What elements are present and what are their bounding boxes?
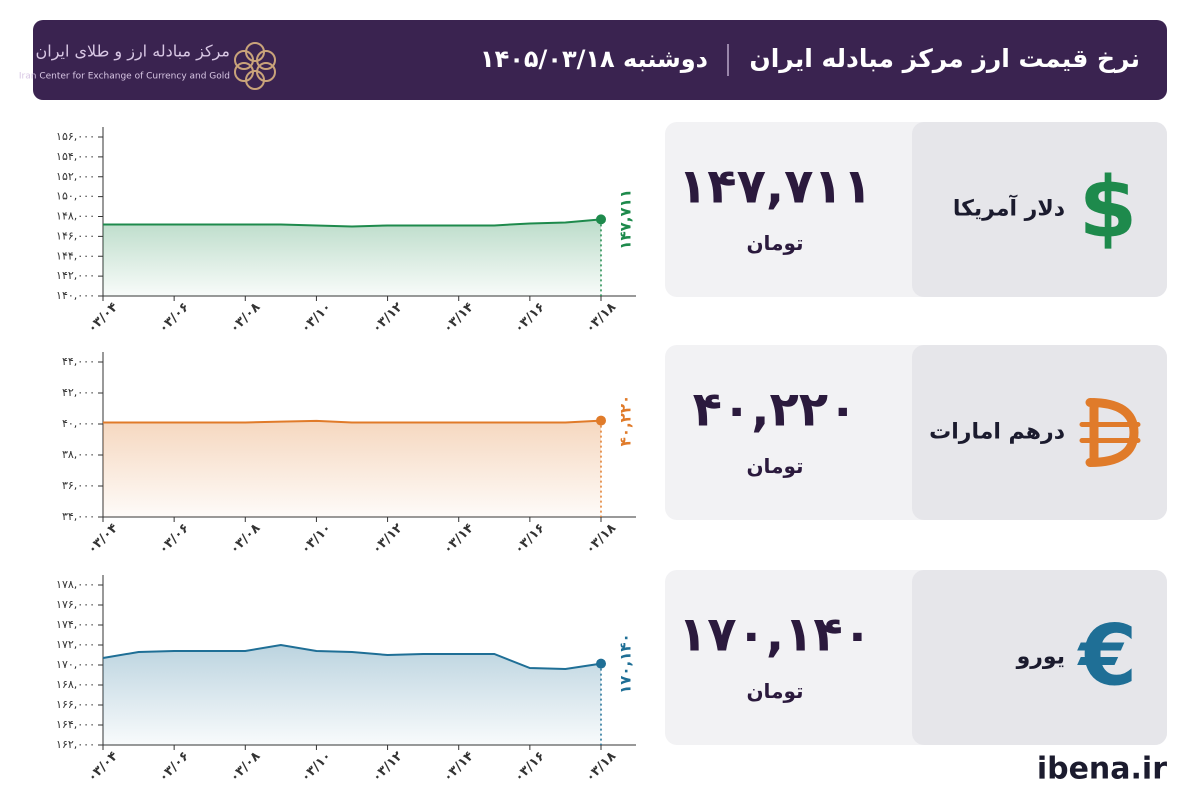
area: [103, 645, 601, 745]
y-tick-label: ۱۵۶,۰۰۰: [56, 130, 95, 143]
y-tick-label: ۳۶,۰۰۰: [62, 479, 95, 492]
x-tick-label: ۰۳/۰۶: [156, 521, 192, 557]
x-tick-label: ۰۳/۱۲: [369, 521, 405, 557]
area: [103, 219, 601, 296]
y-tick-label: ۱۴۰,۰۰۰: [56, 289, 95, 302]
unit: تومان: [746, 679, 803, 703]
y-tick-label: ۴۴,۰۰۰: [62, 355, 95, 368]
logo-icon: [234, 42, 276, 90]
end-point: [596, 214, 606, 225]
y-tick-label: ۱۶۶,۰۰۰: [56, 698, 95, 711]
line: [103, 419, 602, 424]
y-tick-label: ۱۶۲,۰۰۰: [56, 738, 95, 751]
x-tick-label: ۰۳/۰۶: [156, 749, 192, 785]
price: ۱۷۰,۱۴۰: [678, 607, 872, 663]
x-tick-label: ۰۳/۱۰: [298, 749, 334, 785]
y-tick-label: ۱۴۸,۰۰۰: [56, 210, 95, 223]
y-tick-label: ۱۷۲,۰۰۰: [56, 638, 95, 651]
x-tick-label: ۰۳/۰۴: [85, 749, 121, 785]
name-panel: [912, 570, 1167, 745]
unit: تومان: [746, 454, 803, 478]
currency-icon: [1079, 398, 1141, 467]
x-tick-label: ۰۳/۰۴: [85, 300, 121, 336]
y-tick-label: ۱۷۰,۰۰۰: [56, 658, 95, 671]
y-tick-label: ۱۴۲,۰۰۰: [56, 269, 95, 282]
x-tick-label: ۰۳/۱۲: [369, 300, 405, 336]
logo-subtitle: Iran Center for Exchange of Currency and…: [19, 72, 230, 82]
x-tick-label: ۰۳/۱۰: [298, 521, 334, 557]
x-tick-label: ۰۳/۰۸: [227, 521, 263, 557]
x-tick-label: ۰۳/۰۴: [85, 521, 121, 557]
y-tick-label: ۱۶۴,۰۰۰: [56, 718, 95, 731]
data-label: ۱۷۰,۱۴۰: [617, 633, 635, 694]
x-tick-label: ۰۳/۱۴: [441, 300, 477, 336]
x-tick-label: ۰۳/۱۸: [583, 521, 619, 557]
currency-symbol: $: [1079, 158, 1137, 256]
header-date: دوشنبه ۱۴۰۵/۰۳/۱۸: [480, 45, 708, 73]
currency-name: درهم امارات: [929, 420, 1065, 445]
chart: ۳۴,۰۰۰ ۳۶,۰۰۰ ۳۸,۰۰۰ ۴۰,۰۰۰ ۴۲,۰۰۰ ۴۴,۰۰۰ ۰۳/۰…: [62, 345, 1167, 557]
y-tick-label: ۱۷۸,۰۰۰: [56, 578, 95, 591]
y-tick-label: ۳۸,۰۰۰: [62, 448, 95, 461]
y-tick-label: ۴۲,۰۰۰: [62, 386, 95, 399]
x-tick-label: ۰۳/۱۸: [583, 749, 619, 785]
data-label: ۴۰,۲۲۰: [617, 395, 635, 446]
x-tick-label: ۰۳/۱۶: [512, 749, 548, 785]
x-tick-label: ۰۳/۰۶: [156, 300, 192, 336]
x-tick-label: ۰۳/۱۴: [441, 749, 477, 785]
icon-d: [1085, 398, 1139, 467]
y-tick-label: ۳۴,۰۰۰: [62, 510, 95, 523]
y-tick-label: ۱۶۸,۰۰۰: [56, 678, 95, 691]
y-tick-label: ۱۴۴,۰۰۰: [56, 249, 95, 262]
x-tick-label: ۰۳/۰۸: [227, 300, 263, 336]
line: [102, 643, 602, 671]
name-panel: [912, 122, 1167, 297]
end-point: [596, 658, 606, 669]
header-title: نرخ قیمت ارز مرکز مبادله ایران: [749, 44, 1140, 74]
y-tick-label: ۱۴۶,۰۰۰: [56, 229, 95, 242]
logo-name: مرکز مبادله ارز و طلای ایران: [36, 42, 230, 62]
y-tick-label: ۱۷۶,۰۰۰: [56, 598, 95, 611]
price: ۴۰,۲۲۰: [693, 382, 858, 438]
header-bar: [33, 20, 1167, 100]
y-tick-label: ۱۵۲,۰۰۰: [56, 170, 95, 183]
unit: تومان: [746, 231, 803, 255]
footer-site: ibena.ir: [1037, 752, 1167, 787]
x-tick-label: ۰۳/۱۲: [369, 749, 405, 785]
x-tick-label: ۰۳/۱۸: [583, 300, 619, 336]
currency-symbol: €: [1077, 606, 1137, 704]
chart: ۱۴۰,۰۰۰ ۱۴۲,۰۰۰ ۱۴۴,۰۰۰ ۱۴۶,۰۰۰ ۱۴۸,۰۰۰ ۱۵۰,۰…: [56, 122, 1167, 336]
y-tick-label: ۱۵۰,۰۰۰: [56, 190, 95, 203]
price: ۱۴۷,۷۱۱: [678, 159, 872, 215]
y-tick-label: ۱۷۴,۰۰۰: [56, 618, 95, 631]
end-point: [596, 415, 606, 426]
y-tick-label: ۴۰,۰۰۰: [62, 417, 95, 430]
x-tick-label: ۰۳/۱۶: [512, 300, 548, 336]
x-tick-label: ۰۳/۱۴: [441, 521, 477, 557]
currency-name: یورو: [1016, 645, 1065, 670]
line: [103, 218, 602, 228]
x-tick-label: ۰۳/۰۸: [227, 749, 263, 785]
data-label: ۱۴۷,۷۱۱: [617, 189, 635, 250]
chart: ۱۶۲,۰۰۰ ۱۶۴,۰۰۰ ۱۶۶,۰۰۰ ۱۶۸,۰۰۰ ۱۷۰,۰۰۰ ۱۷۲,۰…: [56, 570, 1167, 785]
area: [103, 420, 601, 517]
x-tick-label: ۰۳/۱۰: [298, 300, 334, 336]
name-panel: [912, 345, 1167, 520]
x-tick-label: ۰۳/۱۶: [512, 521, 548, 557]
y-tick-label: ۱۵۴,۰۰۰: [56, 150, 95, 163]
currency-name: دلار آمریکا: [953, 194, 1065, 222]
icon-bars: [1079, 422, 1141, 443]
